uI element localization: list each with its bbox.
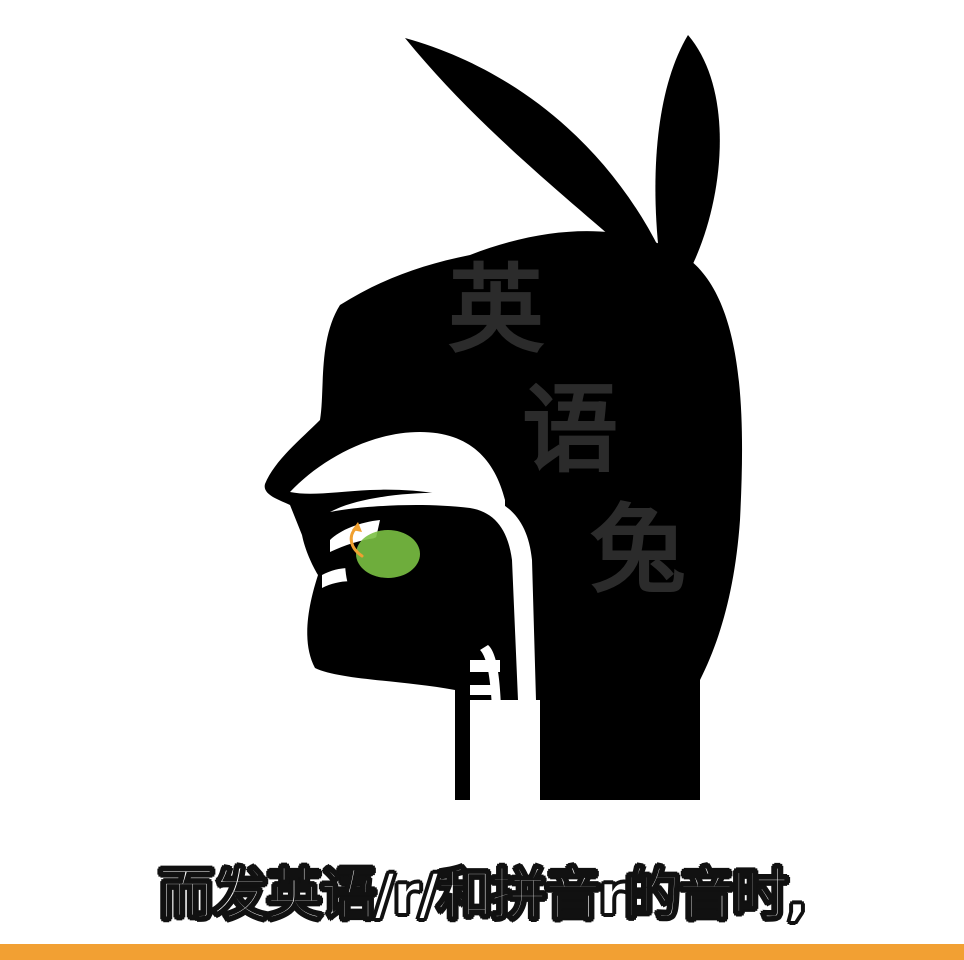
upper-teeth-gap <box>330 520 380 552</box>
right-ear <box>655 35 720 270</box>
left-ear <box>405 38 660 262</box>
nasal-cavity <box>290 432 505 520</box>
larynx-ridge <box>470 660 500 672</box>
bottom-accent-bar <box>0 944 964 960</box>
arrow-head <box>352 522 362 532</box>
subtitle-caption: 而发英语/r/和拼音r的音时, <box>157 862 808 929</box>
pharynx-channel <box>480 645 502 800</box>
oral-cavity <box>330 492 538 800</box>
tongue-highlight <box>356 530 420 578</box>
larynx-ridge-2 <box>470 685 498 695</box>
